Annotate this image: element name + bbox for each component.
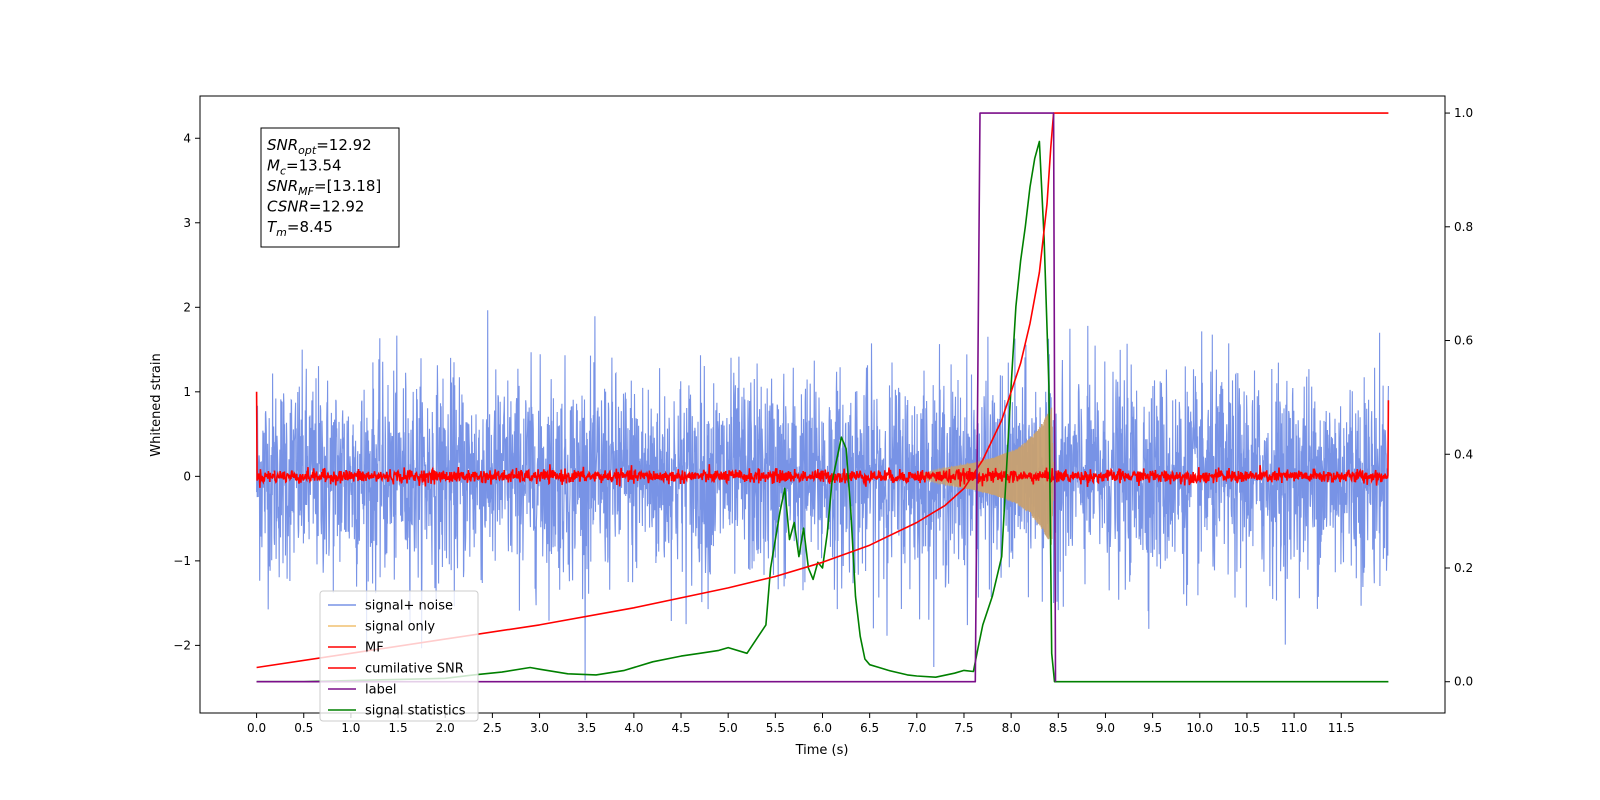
x-tick-label: 9.0 [1096,721,1115,735]
x-tick-label: 6.5 [860,721,879,735]
x-axis: 0.0 0.5 1.0 1.5 2.0 2.5 3.0 3.5 4.0 4.5 5.0 5.5 6.0 6… [247,713,1355,735]
legend-label: cumilative SNR [365,662,464,677]
x-tick-label: 10.5 [1234,721,1261,735]
legend-frame [319,590,479,722]
x-tick-label: 8.5 [1049,721,1068,735]
x-tick-label: 2.0 [436,721,455,735]
legend-label: MF [365,641,384,656]
y-axis-label: Whitened strain [149,353,164,456]
x-tick-label: 4.0 [624,721,643,735]
cumulative-snr-line [256,112,1389,669]
y-tick-label: 2 [183,300,191,314]
info-box-line: SNRopt=12.92 [267,136,372,157]
info-box-line: Tm=8.45 [267,218,333,239]
x-tick-label: 3.5 [577,721,596,735]
x-tick-label: 11.0 [1281,721,1308,735]
series-signal-noise [256,310,1389,681]
x-axis-label: Time (s) [795,743,849,758]
x-tick-label: 1.5 [389,721,408,735]
x-tick-label: 7.0 [907,721,926,735]
legend-label: signal only [365,620,435,635]
y-axis-left: −2 −1 0 1 2 3 4 [173,131,200,652]
y2-tick-label: 0.2 [1454,561,1473,575]
right-axis-series [256,112,1389,683]
y-tick-label: 4 [183,131,191,145]
x-tick-label: 9.5 [1143,721,1162,735]
y-axis-right: 0.0 0.2 0.4 0.6 0.8 1.0 [1445,106,1473,689]
x-tick-label: 1.0 [341,721,360,735]
x-tick-label: 7.5 [954,721,973,735]
info-box-line: SNRMF=[13.18] [267,177,381,198]
info-box-line: Mc=13.54 [267,157,342,178]
legend-label: signal statistics [365,704,466,719]
x-tick-label: 5.5 [766,721,785,735]
x-tick-label: 3.0 [530,721,549,735]
signal-statistics-line [256,140,1389,683]
y-tick-label: −2 [173,638,191,652]
y2-tick-label: 0.0 [1454,675,1473,689]
y-tick-label: 1 [183,385,191,399]
info-box-line: CSNR=12.92 [267,198,364,216]
x-tick-label: 10.0 [1186,721,1213,735]
x-tick-label: 0.5 [294,721,313,735]
y2-tick-label: 0.4 [1454,447,1473,461]
x-tick-label: 8.0 [1002,721,1021,735]
y-tick-label: 3 [183,216,191,230]
legend-label: label [365,683,396,698]
series-mf [255,391,1390,488]
y2-tick-label: 0.8 [1454,220,1473,234]
x-tick-label: 6.0 [813,721,832,735]
y-tick-label: −1 [173,554,191,568]
mf-line [255,391,1390,488]
x-tick-label: 0.0 [247,721,266,735]
x-tick-label: 11.5 [1328,721,1355,735]
x-tick-label: 5.0 [719,721,738,735]
legend-label: signal+ noise [365,599,453,614]
x-tick-label: 4.5 [671,721,690,735]
y-tick-label: 0 [183,469,191,483]
signal-noise-line [256,310,1389,681]
legend: signal+ noise signal only MF cumilative SNR… [319,590,479,722]
y2-tick-label: 0.6 [1454,334,1473,348]
info-box: SNRopt=12.92Mc=13.54SNRMF=[13.18]CSNR=12… [260,127,400,248]
label-line [256,112,1057,683]
y2-tick-label: 1.0 [1454,106,1473,120]
x-tick-label: 2.5 [483,721,502,735]
info-box-frame [260,127,400,248]
